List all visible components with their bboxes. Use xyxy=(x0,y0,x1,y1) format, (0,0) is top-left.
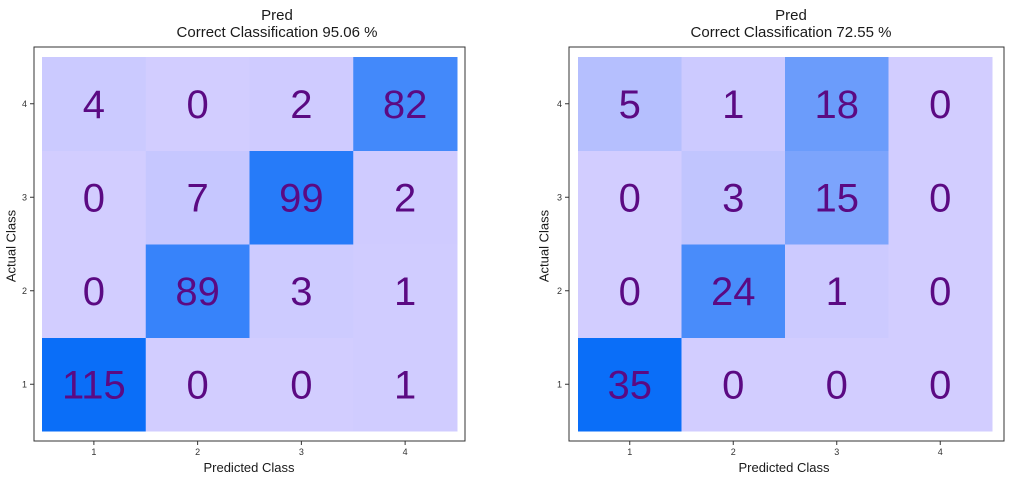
x-tick-label: 3 xyxy=(834,447,839,457)
heatmap-cell xyxy=(353,337,458,432)
x-tick-label: 2 xyxy=(195,447,200,457)
heatmap-cell xyxy=(888,244,993,338)
x-tick-label: 4 xyxy=(403,447,408,457)
confusion-matrix-plot: 35 0 0 0 0 24 1 0 0 3 15 0 5 1 18 0 1 2 3 4 1 2 3 4 xyxy=(557,46,1005,457)
heatmap-cell xyxy=(681,57,786,151)
chart-title: Pred xyxy=(775,7,807,24)
heatmap-cell xyxy=(785,57,889,151)
confusion-matrix-plot: 115 0 0 1 0 89 3 1 0 7 99 2 4 0 2 82 1 2 3 4 1 2 3 4 xyxy=(22,46,466,457)
x-tick-label: 1 xyxy=(627,447,632,457)
cell-value-label: 0 xyxy=(929,270,951,314)
heatmap-cell xyxy=(249,150,354,245)
cell-value-label: 1 xyxy=(722,83,744,127)
cell-value-label: 4 xyxy=(83,83,105,127)
cell-value-label: 15 xyxy=(815,176,860,220)
x-axis-label: Predicted Class xyxy=(203,460,295,475)
heatmap-cell xyxy=(145,337,250,432)
heatmap-cell xyxy=(578,150,682,245)
cell-value-label: 0 xyxy=(929,176,951,220)
x-tick-label: 2 xyxy=(731,447,736,457)
heatmap-cell xyxy=(353,57,458,151)
confusion-matrix-panel-right: Pred Correct Classification 72.55 % Actu… xyxy=(514,0,1028,492)
cell-value-label: 5 xyxy=(619,83,641,127)
heatmap-cell xyxy=(42,337,147,432)
heatmap-cell xyxy=(145,57,250,151)
heatmap-cell xyxy=(145,150,250,245)
x-tick-label: 3 xyxy=(299,447,304,457)
heatmap-cell xyxy=(681,150,786,245)
cell-value-label: 0 xyxy=(290,363,312,407)
heatmap-cell xyxy=(42,150,147,245)
x-tick-label: 4 xyxy=(938,447,943,457)
heatmap-cell xyxy=(681,337,786,432)
cell-value-label: 0 xyxy=(722,363,744,407)
chart-subtitle: Correct Classification 95.06 % xyxy=(176,24,378,41)
cell-value-label: 99 xyxy=(279,176,324,220)
heatmap-cell xyxy=(888,337,993,432)
heatmap-cell xyxy=(578,244,682,338)
heatmap-cell xyxy=(249,244,354,338)
cell-value-label: 2 xyxy=(290,83,312,127)
heatmap-cell xyxy=(785,337,889,432)
cell-value-label: 24 xyxy=(711,270,756,314)
y-tick-label: 1 xyxy=(22,379,27,389)
heatmap-cell xyxy=(42,57,147,151)
cell-value-label: 82 xyxy=(383,83,428,127)
heatmap-cell xyxy=(785,150,889,245)
heatmap-cell xyxy=(785,244,889,338)
heatmap-cell xyxy=(578,57,682,151)
y-tick-label: 2 xyxy=(557,286,562,296)
cell-value-label: 0 xyxy=(83,176,105,220)
cell-value-label: 0 xyxy=(826,363,848,407)
cell-value-label: 115 xyxy=(62,363,126,407)
chart-subtitle: Correct Classification 72.55 % xyxy=(690,24,892,41)
confusion-matrix-panel-left: Pred Correct Classification 95.06 % Actu… xyxy=(4,7,466,475)
cell-value-label: 0 xyxy=(83,270,105,314)
cell-value-label: 0 xyxy=(619,270,641,314)
chart-title: Pred xyxy=(261,7,293,24)
cell-value-label: 35 xyxy=(608,363,653,407)
cell-value-label: 1 xyxy=(826,270,848,314)
heatmap-cell xyxy=(145,244,250,338)
heatmap-cell xyxy=(42,244,147,338)
heatmap-cell xyxy=(681,244,786,338)
cell-value-label: 1 xyxy=(394,270,416,314)
heatmap-cell xyxy=(353,150,458,245)
cell-value-label: 0 xyxy=(619,176,641,220)
y-tick-label: 1 xyxy=(557,379,562,389)
cell-value-label: 3 xyxy=(290,270,312,314)
y-tick-label: 3 xyxy=(22,192,27,202)
y-tick-label: 3 xyxy=(557,192,562,202)
cell-value-label: 3 xyxy=(722,176,744,220)
cell-value-label: 0 xyxy=(929,363,951,407)
cell-value-label: 0 xyxy=(187,83,209,127)
heatmap-cell xyxy=(249,57,354,151)
x-axis-label: Predicted Class xyxy=(738,460,830,475)
y-tick-label: 2 xyxy=(22,286,27,296)
cell-value-label: 0 xyxy=(929,83,951,127)
cell-value-label: 0 xyxy=(187,363,209,407)
heatmap-cell xyxy=(353,244,458,338)
heatmap-cell xyxy=(578,337,682,432)
cell-value-label: 89 xyxy=(175,270,220,314)
cell-value-label: 1 xyxy=(394,363,416,407)
heatmap-cell xyxy=(249,337,354,432)
heatmap-cell xyxy=(888,57,993,151)
cell-value-label: 2 xyxy=(394,176,416,220)
x-tick-label: 1 xyxy=(91,447,96,457)
cell-value-label: 18 xyxy=(815,83,860,127)
heatmap-cell xyxy=(888,150,993,245)
cell-value-label: 7 xyxy=(187,176,209,220)
y-tick-label: 4 xyxy=(22,99,27,109)
y-tick-label: 4 xyxy=(557,99,562,109)
